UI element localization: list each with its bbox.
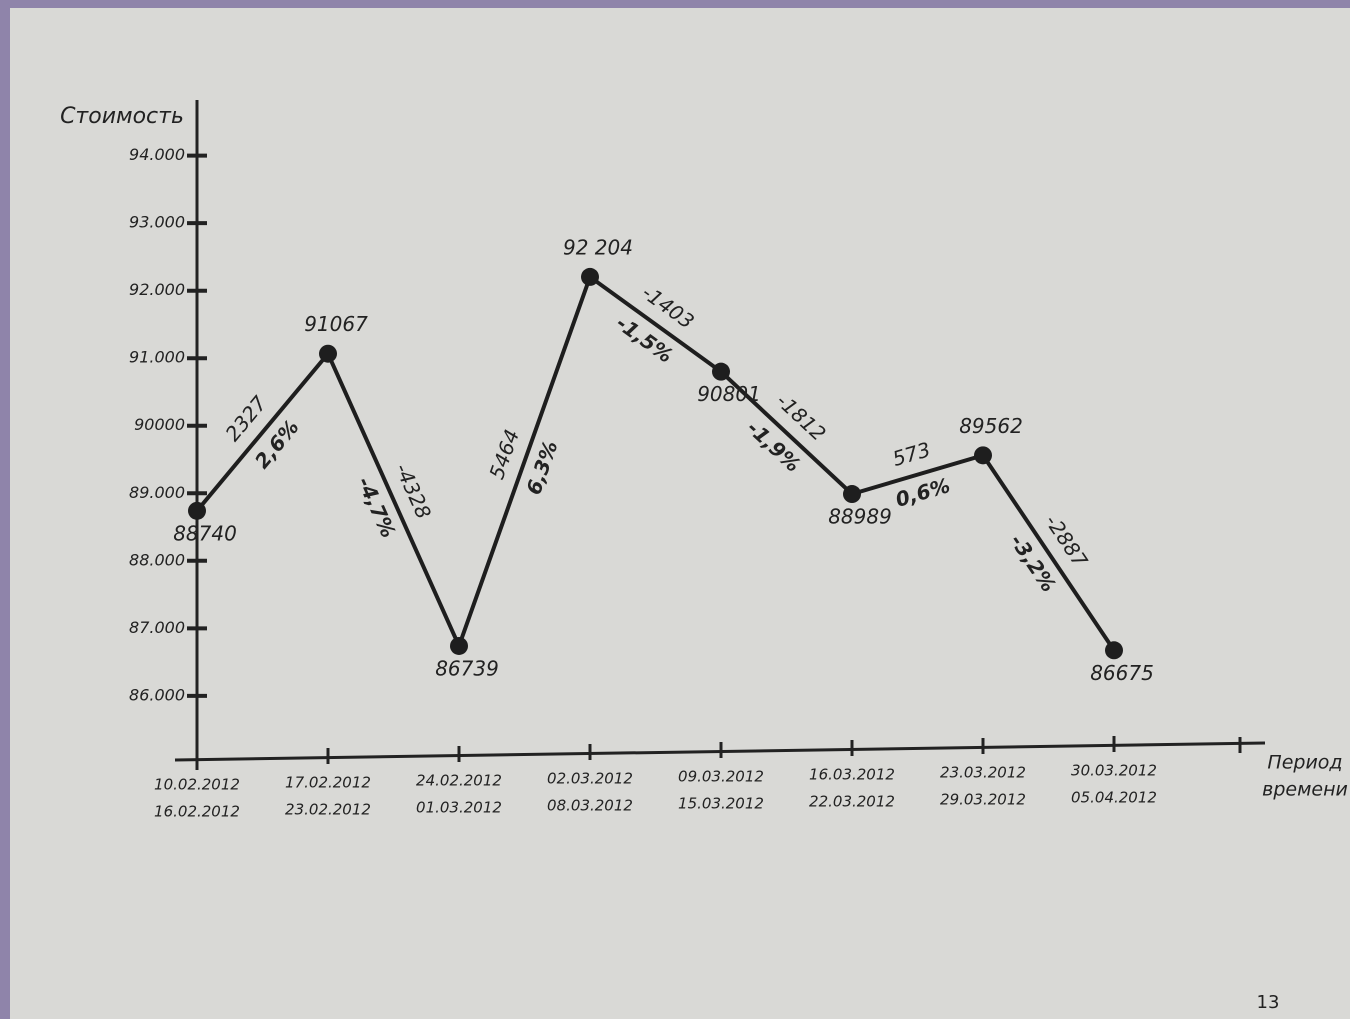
point <box>581 267 599 286</box>
point <box>843 485 861 504</box>
x-tick-label: 17.02.2012 <box>285 774 371 792</box>
x-axis-title: времени <box>1262 779 1348 801</box>
y-tick-label: 91.000 <box>129 348 185 367</box>
value-label: 92 204 <box>563 235 633 259</box>
x-tick-label: 15.03.2012 <box>678 795 764 813</box>
point <box>712 362 730 381</box>
value-label: 90801 <box>697 382 761 406</box>
y-tick-label: 88.000 <box>129 550 185 569</box>
line <box>195 273 1116 652</box>
value-label: 88740 <box>173 521 237 545</box>
y-axis-title: Стоимость <box>60 104 184 129</box>
x-tick-label: 05.04.2012 <box>1071 789 1157 807</box>
point <box>188 501 206 520</box>
x-tick-label: 30.03.2012 <box>1071 762 1157 780</box>
point <box>319 344 337 363</box>
y-tick-label: 89.000 <box>129 483 185 502</box>
y-tick-label: 93.000 <box>129 213 185 232</box>
paper <box>10 8 1350 1019</box>
value-label: 86675 <box>1090 661 1154 685</box>
x-tick-label: 29.03.2012 <box>940 791 1026 809</box>
value-label: 91067 <box>304 312 368 336</box>
x-tick-label: 22.03.2012 <box>809 793 895 811</box>
x-axis-title: Период <box>1267 752 1342 774</box>
value-label: 89562 <box>959 414 1023 438</box>
x-tick-label: 09.03.2012 <box>678 768 764 786</box>
point <box>1105 641 1123 660</box>
x-tick-label: 02.03.2012 <box>547 770 633 788</box>
x-tick-label: 23.03.2012 <box>940 764 1026 782</box>
page-number: 13 <box>1257 992 1280 1013</box>
x-tick-label: 08.03.2012 <box>547 797 633 815</box>
x-tick-label: 23.02.2012 <box>285 801 371 819</box>
x-tick-label: 10.02.2012 <box>154 776 240 794</box>
point <box>974 446 992 465</box>
value-label: 86739 <box>435 656 499 680</box>
y-tick-label: 87.000 <box>129 618 185 637</box>
value-label: 88989 <box>828 505 892 529</box>
y-tick-label: 94.000 <box>129 145 185 164</box>
y-tick-label: 90000 <box>134 415 185 434</box>
y-tick-label: 92.000 <box>129 280 185 299</box>
x-tick-label: 16.03.2012 <box>809 766 895 784</box>
y-tick-label: 86.000 <box>129 685 185 704</box>
x-tick-label: 01.03.2012 <box>416 799 502 817</box>
point <box>450 636 468 655</box>
x-tick-label: 24.02.2012 <box>416 772 502 790</box>
x-tick-label: 16.02.2012 <box>154 803 240 821</box>
